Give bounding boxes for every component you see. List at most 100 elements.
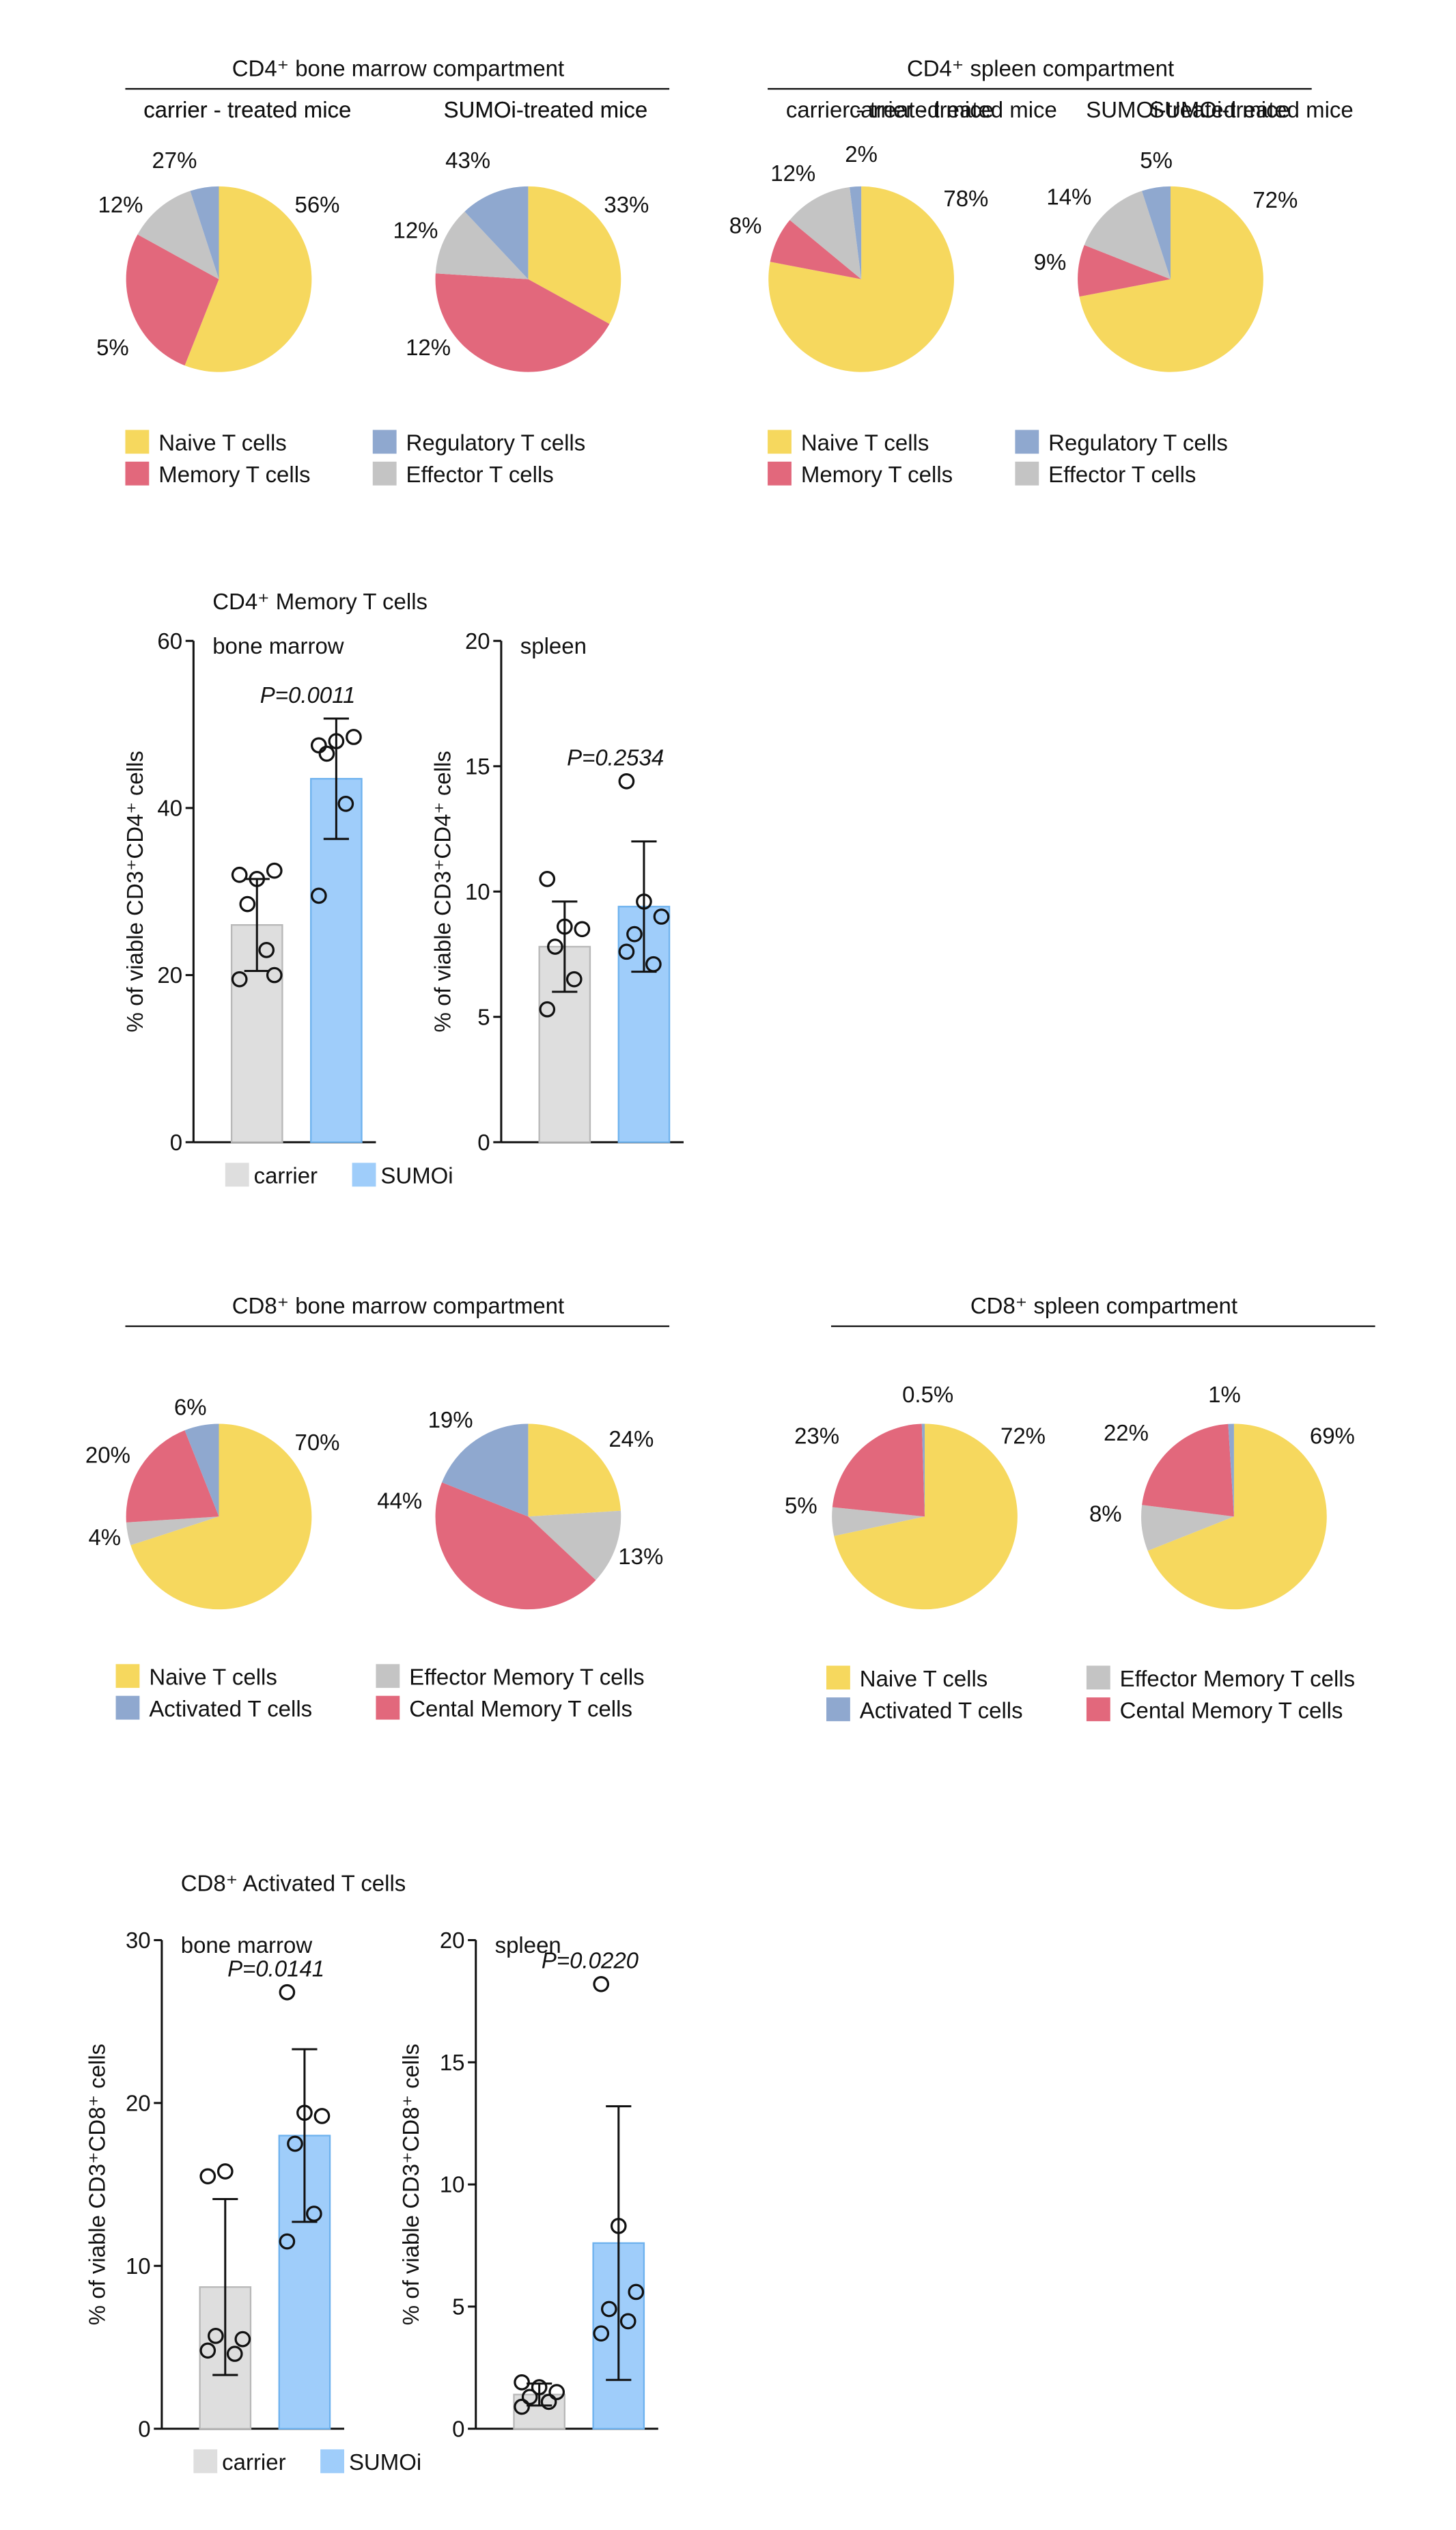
cd4-bm-sumoi-pie: 33% 43% 12% 12% — [393, 148, 649, 372]
cd4-bm-title: CD4⁺ bone marrow compartment — [232, 55, 564, 81]
data-point-carrier — [208, 2327, 224, 2344]
slice-label: 56% — [295, 192, 340, 217]
cd8-spl-legend-label: Activated T cells — [860, 1697, 1023, 1723]
cd4-bm-legend-swatch-effector — [372, 461, 397, 486]
p-value: P=0.0220 — [542, 1948, 639, 1973]
data-point-carrier — [521, 2389, 538, 2406]
panel-name: spleen — [495, 1932, 561, 1958]
legend-swatch-sumoi — [352, 1163, 376, 1187]
data-point-carrier — [226, 2346, 243, 2362]
y-tick-label: 0 — [477, 1130, 490, 1155]
y-tick-label: 20 — [126, 2090, 151, 2115]
data-point-carrier — [556, 918, 573, 935]
pie-slice-naive — [768, 186, 954, 372]
pie-slice-memory — [126, 234, 219, 366]
slice-label: 8% — [729, 212, 762, 238]
cd4-spl-legend-label: Naive T cells — [801, 430, 929, 456]
data-point-carrier — [266, 967, 283, 984]
cd4-bm-legend-label: Naive T cells — [158, 430, 287, 456]
cd4-spl-legend-label: Effector T cells — [1048, 462, 1196, 487]
cd8-spl-legend-swatch-memory — [1086, 1697, 1110, 1721]
cd8-bm-legend-swatch-naive — [115, 1664, 140, 1688]
data-point-sumoi — [279, 1984, 296, 2001]
legend-swatch-sumoi — [320, 2449, 344, 2473]
slice-label: 13% — [618, 1544, 663, 1569]
data-point-carrier — [574, 921, 591, 938]
legend-swatch-carrier — [193, 2449, 218, 2473]
y-tick-label: 15 — [440, 2050, 465, 2075]
slice-label: 5% — [785, 1493, 817, 1518]
pie-slice-regulatory — [850, 186, 862, 279]
data-point-sumoi — [337, 795, 354, 812]
y-tick-label: 20 — [465, 628, 490, 654]
slice-label: 0.5% — [902, 1382, 953, 1407]
slice-label: 2% — [845, 141, 878, 167]
cd8-bm-legend-label: Activated T cells — [149, 1696, 312, 1721]
y-tick-label: 5 — [477, 1004, 490, 1029]
data-point-sumoi — [279, 2233, 296, 2250]
legend-label: SUMOi — [349, 2449, 421, 2475]
data-point-carrier — [239, 895, 256, 913]
p-value: P=0.0141 — [227, 1956, 324, 1981]
cd8-bm-legend-swatch-effector — [376, 1664, 400, 1688]
data-point-sumoi — [310, 737, 327, 754]
y-tick-label: 5 — [452, 2294, 464, 2320]
cd8-bm-legend-label: Effector Memory T cells — [409, 1664, 644, 1689]
pie-slice-regulatory — [1228, 1423, 1234, 1517]
data-point-sumoi — [619, 2313, 636, 2330]
cd8-bm-legend-label: Naive T cells — [149, 1664, 277, 1689]
data-point-carrier — [540, 2393, 557, 2410]
panel-name: spleen — [520, 633, 587, 658]
slice-label: 78% — [943, 186, 988, 211]
cd4-bm-legend-swatch-memory — [125, 461, 150, 486]
data-point-sumoi — [653, 908, 670, 925]
cd4-spl-legend-swatch-effector — [1015, 461, 1039, 486]
cd4-bm-legend-swatch-naive — [125, 430, 150, 454]
data-point-carrier — [539, 871, 556, 887]
pie-slice-effector — [789, 186, 862, 279]
legend-label: carrier — [254, 1163, 318, 1188]
group-label: SUMOi-treated mice — [444, 97, 648, 122]
slice-label: 14% — [1046, 184, 1091, 210]
pie-slice-naive — [184, 186, 312, 372]
group-label: SUMOi-treated mice — [444, 97, 648, 122]
pie-slice-naive — [130, 1423, 312, 1610]
data-point-sumoi — [287, 2135, 303, 2152]
pie-slice-regulatory — [464, 186, 529, 279]
pie-slice-effector — [1141, 1505, 1234, 1551]
data-point-carrier — [258, 942, 275, 958]
cd4-spl-legend-swatch-memory — [768, 461, 792, 486]
cd8-spl-legend-swatch-regulatory — [826, 1697, 850, 1721]
cd8-bm-title: CD8⁺ bone marrow compartment — [232, 1293, 564, 1318]
cd4-bm-legend-swatch-regulatory — [372, 430, 397, 454]
slice-label: 23% — [794, 1423, 839, 1448]
group-label: carrier - treated mice — [143, 97, 351, 122]
cd4-spl-legend-label: Regulatory T cells — [1048, 430, 1228, 456]
cd4-bm-legend-label: Memory T cells — [158, 462, 310, 487]
y-axis-label: % of viable CD3⁺CD8⁺ cells — [398, 2044, 423, 2325]
pie-slice-memory — [435, 1482, 596, 1610]
cd4-spl-legend-swatch-naive — [768, 430, 792, 454]
slice-label: 72% — [1000, 1423, 1046, 1448]
cd8-spl-legend-swatch-naive — [826, 1665, 850, 1690]
data-point-carrier — [514, 2398, 530, 2415]
cd4-spl-carrier-pie: 78% 8% 12% 2% — [729, 141, 988, 372]
data-point-sumoi — [618, 943, 635, 960]
cd4-bm-legend-label: Regulatory T cells — [406, 430, 586, 456]
data-point-carrier — [548, 2384, 565, 2400]
data-point-carrier — [514, 2374, 530, 2391]
data-point-sumoi — [636, 893, 652, 910]
data-point-sumoi — [593, 1975, 610, 1992]
data-point-sumoi — [328, 733, 345, 749]
cd4-memory-title: CD4⁺ Memory T cells — [212, 589, 428, 614]
data-point-carrier — [547, 939, 563, 955]
y-axis-label: % of viable CD3⁺CD4⁺ cells — [430, 751, 456, 1032]
group-label: SUMOi-treated mice — [1086, 97, 1290, 122]
data-point-sumoi — [626, 926, 643, 943]
cd4-bm-legend-label: Effector T cells — [406, 462, 554, 487]
cd8-bm-legend-swatch-memory — [376, 1695, 400, 1720]
y-tick-label: 0 — [138, 2416, 150, 2441]
slice-label: 44% — [377, 1488, 422, 1514]
